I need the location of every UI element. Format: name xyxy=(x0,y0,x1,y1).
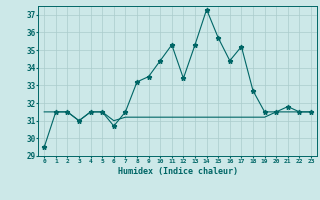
X-axis label: Humidex (Indice chaleur): Humidex (Indice chaleur) xyxy=(118,167,238,176)
